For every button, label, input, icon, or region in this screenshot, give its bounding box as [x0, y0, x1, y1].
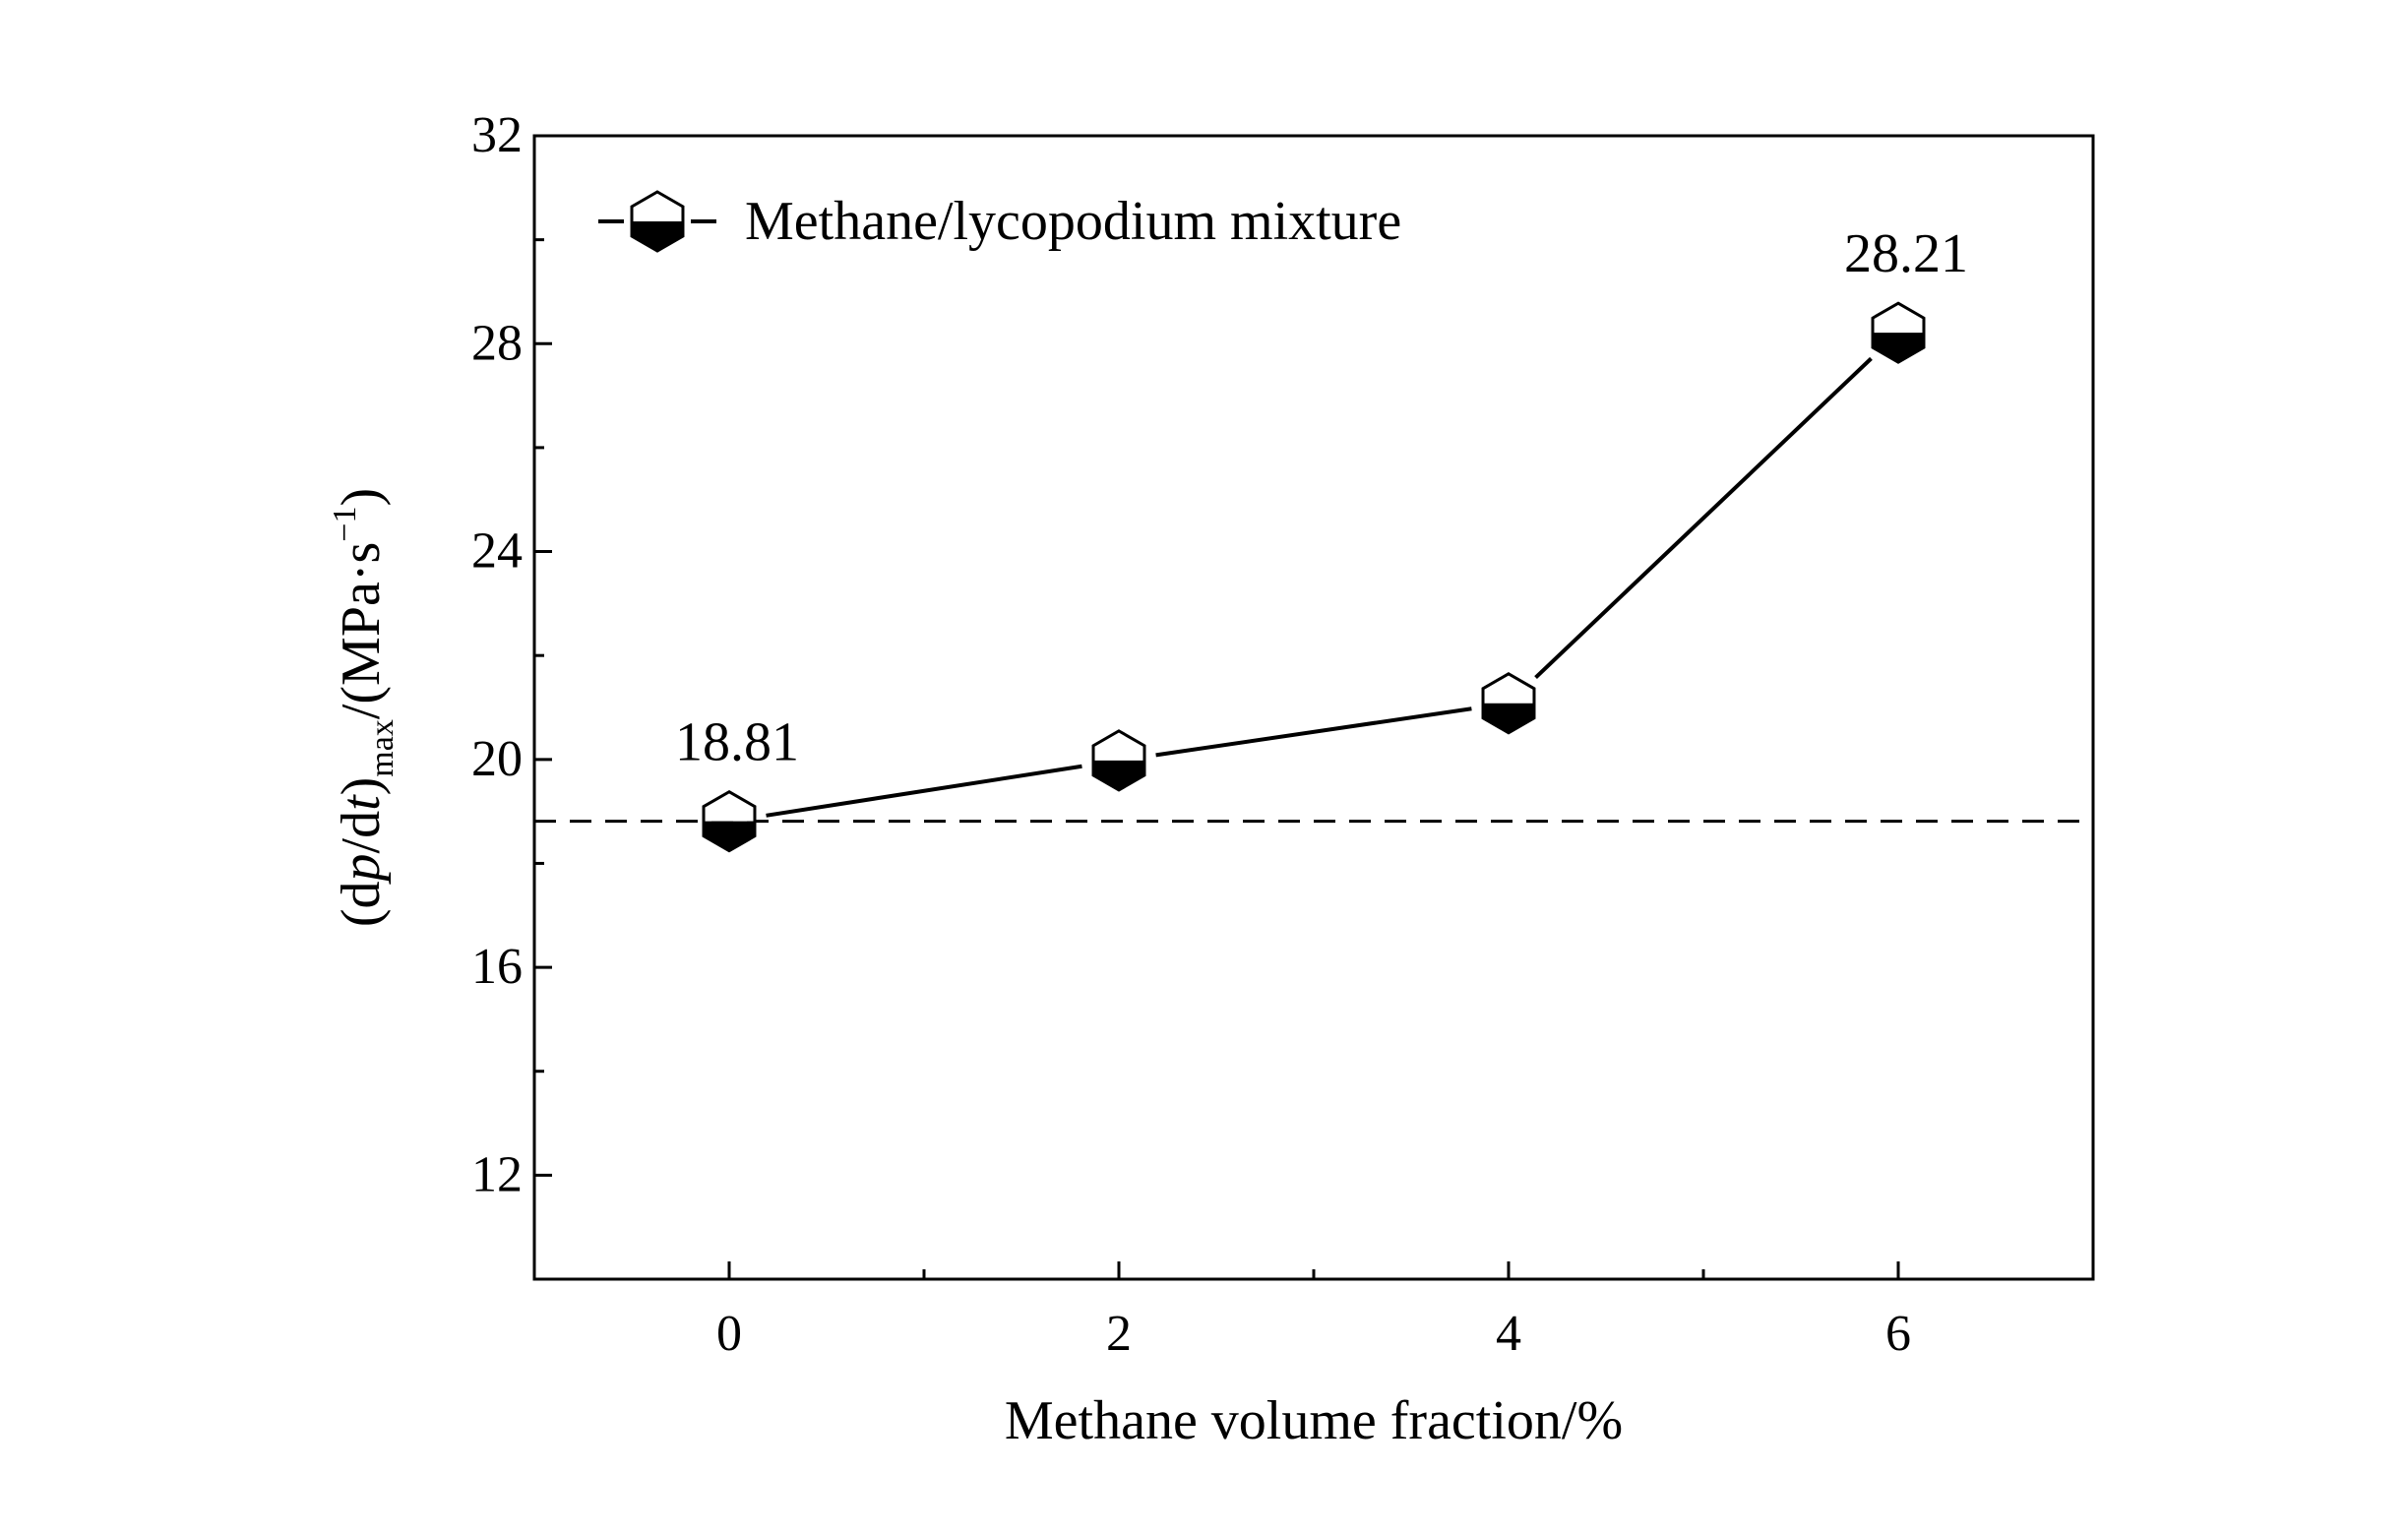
y-tick-label: 32	[471, 107, 523, 163]
x-tick-label: 0	[716, 1306, 742, 1362]
data-point	[1091, 729, 1146, 792]
data-label: 18.81	[675, 712, 799, 773]
x-axis-label: Methane volume fraction/%	[1005, 1390, 1623, 1451]
y-tick-label: 16	[471, 939, 523, 995]
x-tick-label: 2	[1106, 1306, 1132, 1362]
y-tick-label: 20	[471, 731, 523, 787]
data-label: 28.21	[1844, 223, 1968, 284]
y-axis-label: (dp/dt)max/(MPa·s−1)	[327, 488, 401, 927]
data-point	[1871, 301, 1926, 364]
data-point	[702, 789, 757, 853]
legend-marker	[630, 190, 685, 253]
y-tick-label: 24	[471, 523, 523, 580]
y-tick-label: 28	[471, 315, 523, 371]
series-line-segment	[766, 764, 1082, 818]
x-tick-label: 6	[1885, 1306, 1911, 1362]
y-tick-label: 12	[471, 1146, 523, 1202]
legend-label: Methane/lycopodium mixture	[745, 191, 1401, 252]
x-tick-label: 4	[1496, 1306, 1521, 1362]
data-point	[1481, 672, 1536, 735]
y-axis-label-text: (dp/dt)max/(MPa·s−1)	[327, 488, 401, 927]
plot-frame	[532, 134, 2095, 1281]
series-line-segment	[1155, 706, 1472, 758]
series-line-segment	[1534, 356, 1873, 680]
